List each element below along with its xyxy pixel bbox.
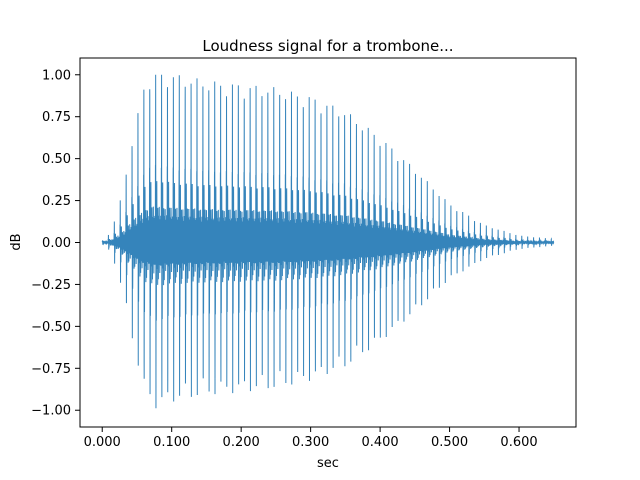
x-tick-label: 0.100 <box>153 435 190 450</box>
y-tick-label: 0.25 <box>42 194 71 209</box>
y-axis: −1.00 −0.75 −0.50 −0.25 0.00 0.25 0.50 0.75 1.00 <box>31 68 80 419</box>
x-tick-label: 0.200 <box>223 435 260 450</box>
y-tick-label: 0.00 <box>42 236 71 251</box>
y-tick-label: −0.25 <box>31 278 71 293</box>
plot-area <box>101 74 555 409</box>
x-tick-label: 0.300 <box>292 435 329 450</box>
loudness-series-line <box>101 74 555 409</box>
x-tick-label: 0.600 <box>500 435 537 450</box>
y-tick-label: 0.50 <box>42 152 71 167</box>
x-axis-label: sec <box>317 456 339 471</box>
y-axis-label: dB <box>9 233 24 250</box>
y-tick-label: −0.75 <box>31 362 71 377</box>
x-axis: 0.000 0.100 0.200 0.300 0.400 0.500 0.600 <box>84 427 538 450</box>
chart-title: Loudness signal for a trombone... <box>202 37 453 55</box>
y-tick-label: 0.75 <box>42 110 71 125</box>
y-tick-label: −1.00 <box>31 404 71 419</box>
x-tick-label: 0.000 <box>84 435 121 450</box>
x-tick-label: 0.500 <box>431 435 468 450</box>
y-tick-label: −0.50 <box>31 320 71 335</box>
y-tick-label: 1.00 <box>42 68 71 83</box>
x-tick-label: 0.400 <box>361 435 398 450</box>
